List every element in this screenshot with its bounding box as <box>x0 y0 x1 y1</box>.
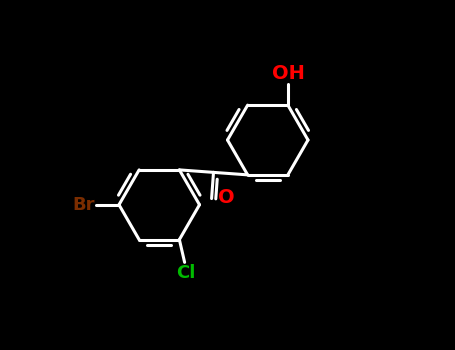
Text: OH: OH <box>272 64 305 83</box>
Text: O: O <box>218 188 234 206</box>
Text: Cl: Cl <box>176 264 195 282</box>
Text: Br: Br <box>72 196 95 214</box>
